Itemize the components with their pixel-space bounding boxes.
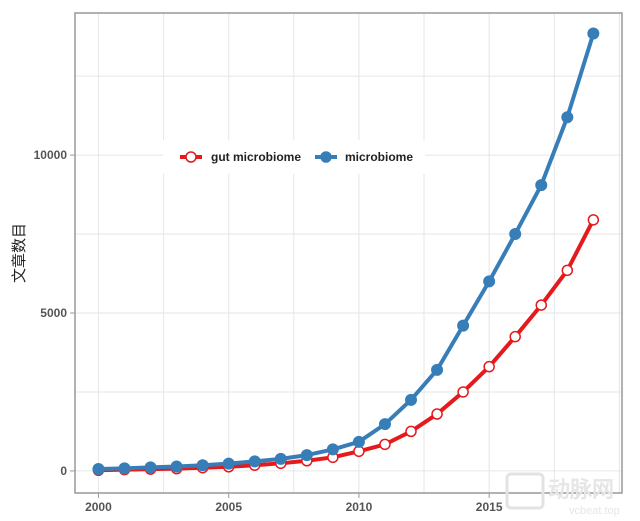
data-point-microbiome	[144, 461, 157, 474]
data-point-gut-microbiome	[379, 438, 391, 451]
legend-marker	[185, 151, 197, 163]
watermark-site: vcbeat.top	[569, 505, 620, 517]
data-point-microbiome	[509, 228, 522, 241]
data-point-microbiome	[431, 363, 444, 376]
data-point-microbiome	[352, 435, 365, 448]
data-point-gut-microbiome	[483, 360, 495, 373]
data-point-microbiome	[483, 275, 496, 288]
data-point-microbiome	[326, 443, 339, 456]
watermark: 动脉网 vcbeat.top	[505, 472, 620, 517]
data-point-microbiome	[274, 452, 287, 465]
data-point-microbiome	[561, 111, 574, 124]
data-point-gut-microbiome	[535, 299, 548, 311]
data-point-microbiome	[248, 455, 261, 468]
data-point-gut-microbiome	[431, 408, 443, 420]
y-tick-label: 5000	[40, 306, 67, 320]
x-tick-label: 2000	[85, 500, 112, 514]
plot-background	[75, 13, 622, 493]
y-tick-label: 10000	[34, 148, 68, 162]
data-point-microbiome	[222, 457, 235, 470]
data-point-microbiome	[118, 462, 131, 475]
legend-label: gut microbiome	[211, 150, 301, 164]
data-point-microbiome	[170, 460, 183, 473]
data-point-microbiome	[405, 393, 418, 406]
plot-frame	[74, 12, 623, 494]
legend: gut microbiome microbiome	[163, 140, 425, 174]
data-point-gut-microbiome	[405, 425, 417, 438]
y-tick-label: 0	[60, 464, 67, 478]
watermark-logo-icon	[505, 472, 545, 510]
data-point-microbiome	[587, 27, 600, 40]
data-point-gut-microbiome	[561, 264, 574, 277]
y-axis-label: 文章数目	[10, 223, 28, 283]
data-point-microbiome	[535, 179, 548, 192]
data-point-gut-microbiome	[509, 330, 521, 343]
legend-label: microbiome	[345, 150, 413, 164]
data-point-microbiome	[300, 449, 313, 462]
watermark-logo-text: 动脉网	[548, 478, 614, 503]
x-tick-label: 2015	[476, 500, 503, 514]
data-point-microbiome	[196, 459, 209, 472]
data-point-gut-microbiome	[587, 214, 600, 226]
data-point-microbiome	[457, 319, 470, 332]
x-tick-label: 2010	[346, 500, 373, 514]
legend-background	[163, 140, 425, 174]
data-point-gut-microbiome	[457, 386, 469, 398]
data-point-microbiome	[378, 418, 391, 431]
x-tick-label: 2005	[215, 500, 242, 514]
data-point-microbiome	[92, 463, 105, 475]
legend-marker	[320, 151, 332, 163]
